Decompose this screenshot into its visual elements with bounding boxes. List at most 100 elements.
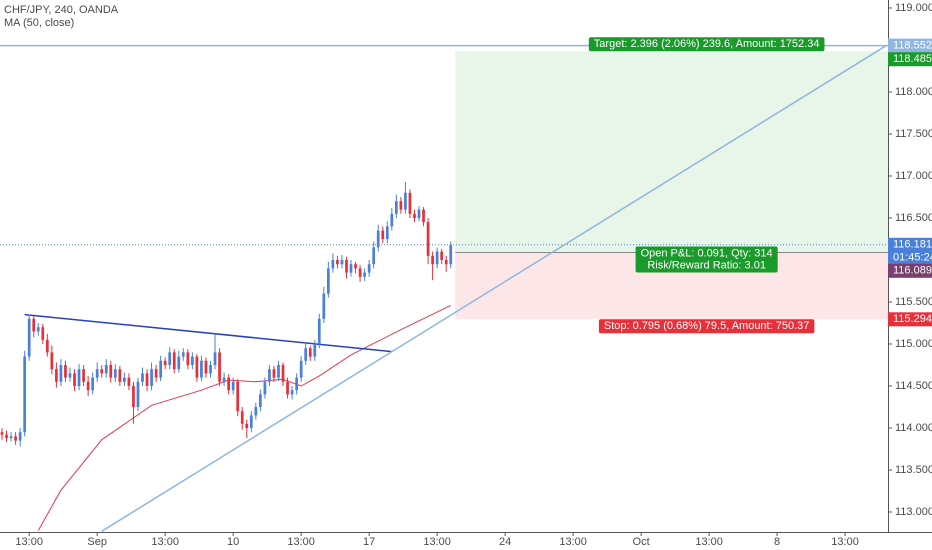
- ma-legend: MA (50, close): [4, 17, 74, 29]
- candle-body: [295, 377, 298, 391]
- horizontal-line-label-box: [888, 38, 932, 53]
- candle-body: [0, 432, 4, 435]
- stop-label: Stop: 0.795 (0.68%) 79.5, Amount: 750.37: [598, 319, 815, 334]
- y-tick-label: 117.500: [895, 128, 932, 140]
- last-price-label: 116.181: [893, 239, 932, 251]
- candle-body: [290, 390, 294, 395]
- candle-body: [245, 423, 249, 429]
- candle-body: [50, 352, 54, 370]
- entry-price-label-box: [888, 263, 932, 278]
- candle-body: [259, 394, 262, 408]
- candle-body: [345, 259, 348, 273]
- candle-body: [354, 264, 357, 269]
- candle-body: [104, 364, 108, 374]
- candle-body: [23, 356, 27, 433]
- candle-body: [136, 381, 140, 408]
- candle-body: [159, 360, 163, 378]
- y-tick-label: 113.500: [895, 464, 932, 476]
- candle-body: [440, 251, 444, 260]
- candle-body: [272, 369, 276, 378]
- candle-body: [5, 434, 8, 439]
- candle-body: [394, 201, 398, 214]
- candle-body: [263, 381, 267, 395]
- candle-body: [91, 377, 95, 391]
- candle-body: [336, 259, 339, 265]
- candle-body: [191, 356, 194, 365]
- x-tick-label: 17: [363, 536, 375, 548]
- candles-layer: [0, 181, 453, 447]
- candle-body: [172, 352, 176, 370]
- candle-body: [399, 201, 403, 210]
- candle-body: [426, 222, 430, 256]
- x-tick-label: 13:00: [695, 536, 723, 548]
- candle-body: [422, 209, 425, 223]
- candle-body: [281, 364, 285, 382]
- y-tick-label: 116.500: [895, 212, 932, 224]
- candle-body: [200, 360, 203, 378]
- candle-body: [32, 318, 36, 332]
- candle-body: [86, 381, 90, 391]
- countdown-label-box: [888, 250, 932, 265]
- x-tick-label: 13:00: [559, 536, 587, 548]
- candle-body: [145, 373, 149, 387]
- candle-body: [218, 352, 221, 382]
- stop-price-label: 115.294: [893, 313, 932, 325]
- candle-body: [376, 230, 380, 248]
- trend-line: [24, 313, 392, 353]
- y-tick-label: 115.500: [895, 296, 932, 308]
- candle-body: [367, 264, 371, 273]
- candle-body: [141, 373, 144, 382]
- candle-body: [231, 381, 235, 391]
- x-tick-label: Sep: [87, 536, 107, 548]
- candle-body: [82, 369, 85, 382]
- candle-body: [64, 364, 67, 378]
- candle-body: [404, 192, 407, 210]
- stop-price-label-box: [888, 312, 932, 327]
- candle-body: [385, 226, 389, 239]
- candle-body: [413, 213, 416, 218]
- target-price-label-box: [888, 52, 932, 67]
- chart-title: CHF/JPY, 240, OANDA: [4, 4, 119, 16]
- candle-body: [68, 373, 72, 378]
- candle-body: [372, 247, 376, 265]
- candle-body: [213, 352, 217, 365]
- candle-body: [59, 364, 63, 382]
- entry-price-label: 116.089: [893, 265, 932, 277]
- candle-body: [195, 356, 199, 378]
- pnl-label-text: Risk/Reward Ratio: 3.01: [647, 259, 766, 271]
- candle-body: [249, 415, 253, 429]
- y-tick-label: 113.000: [895, 506, 932, 518]
- candle-body: [113, 369, 117, 378]
- candle-body: [118, 369, 122, 382]
- candle-body: [449, 244, 453, 265]
- candle-body: [286, 381, 289, 395]
- candle-body: [204, 360, 208, 374]
- candle-body: [41, 327, 45, 340]
- candle-body: [123, 377, 126, 382]
- countdown-label: 01:45:24: [893, 252, 932, 264]
- y-tick-label: 114.500: [895, 380, 932, 392]
- candle-body: [358, 268, 362, 277]
- y-tick-label: 119.000: [895, 2, 932, 14]
- candle-body: [127, 377, 131, 387]
- labels-layer: Target: 2.396 (2.06%) 239.6, Amount: 175…: [588, 37, 825, 334]
- target-label: Target: 2.396 (2.06%) 239.6, Amount: 175…: [588, 37, 825, 52]
- candle-body: [154, 369, 158, 378]
- candle-body: [73, 373, 76, 387]
- candle-body: [349, 264, 353, 273]
- x-tick-label: 10: [227, 536, 239, 548]
- candle-body: [132, 386, 135, 408]
- candle-body: [313, 343, 317, 357]
- x-tick-label: 13:00: [423, 536, 451, 548]
- candle-body: [14, 436, 17, 441]
- pnl-label-box: [635, 246, 778, 273]
- candle-body: [322, 293, 326, 319]
- candle-body: [109, 364, 113, 378]
- trend-line: [101, 45, 887, 532]
- y-tick-label: 115.000: [895, 338, 932, 350]
- candle-body: [326, 268, 330, 294]
- position-layer: [455, 51, 888, 320]
- y-tick-label: 114.000: [895, 422, 932, 434]
- candle-body: [390, 213, 394, 227]
- candle-body: [240, 411, 244, 424]
